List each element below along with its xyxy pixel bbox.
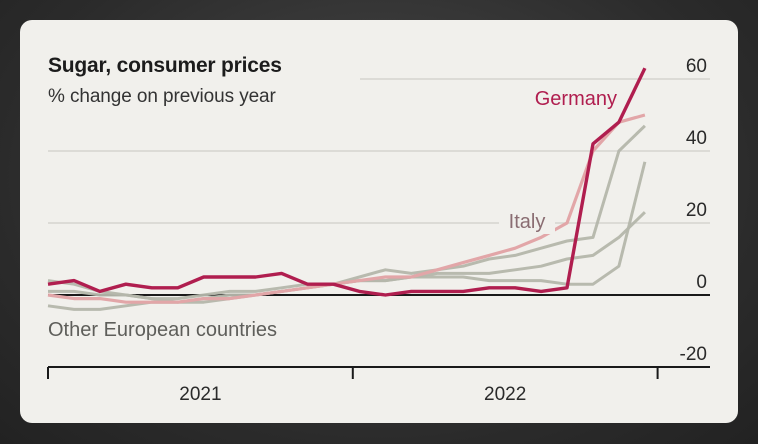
- annotation-background: [499, 208, 555, 234]
- y-tick-label: 0: [696, 272, 707, 293]
- x-axis: 2021 2022: [47, 367, 659, 405]
- plot-area: 2021 2022 60 40 20 0 -20 Germany Italy Other Eu…: [47, 56, 710, 405]
- y-tick-label: 20: [686, 200, 707, 221]
- series-line-other-european-countries-1: [47, 124, 646, 304]
- chart-title: Sugar, consumer prices: [48, 54, 282, 77]
- chart-subtitle: % change on previous year: [48, 86, 276, 107]
- series-annotations: Germany Italy Other European countries: [48, 88, 617, 341]
- y-tick-label: 60: [686, 56, 707, 77]
- annotation-italy: Italy: [509, 211, 546, 233]
- chart-card: Sugar, consumer prices % change on previ…: [20, 20, 738, 423]
- y-axis-labels: 60 40 20 0 -20: [680, 56, 707, 365]
- annotation-other-european-countries: Other European countries: [48, 319, 277, 341]
- y-tick-label: -20: [680, 344, 707, 365]
- x-tick-label: 2021: [179, 384, 221, 405]
- annotation-germany: Germany: [535, 88, 617, 110]
- y-tick-label: 40: [686, 128, 707, 149]
- x-tick-label: 2022: [484, 384, 526, 405]
- series-lines: [47, 67, 647, 311]
- series-line-germany: [47, 67, 647, 297]
- series-line-italy: [47, 113, 646, 304]
